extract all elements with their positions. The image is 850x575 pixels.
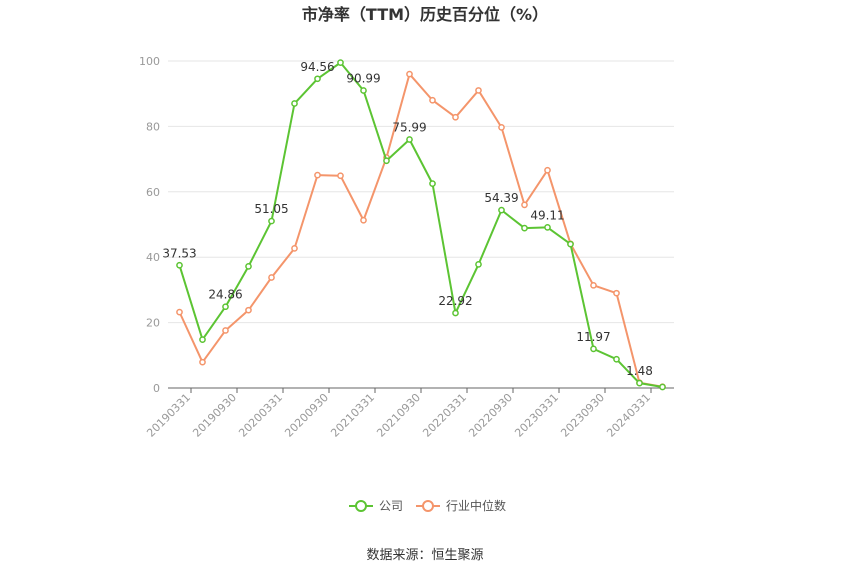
y-axis: 0 20 40 60 80 100 bbox=[139, 55, 160, 395]
data-point-1 bbox=[245, 306, 252, 314]
data-point-1 bbox=[360, 216, 367, 224]
data-point-1 bbox=[613, 289, 620, 297]
data-point-0 bbox=[291, 100, 298, 107]
legend-marker-1 bbox=[422, 500, 434, 512]
data-point-1 bbox=[429, 96, 436, 104]
data-point-0 bbox=[590, 345, 597, 353]
y-tick-label: 80 bbox=[146, 120, 160, 133]
data-point-1 bbox=[521, 201, 528, 209]
data-label: 75.99 bbox=[392, 121, 426, 135]
data-point-0 bbox=[567, 240, 574, 248]
data-point-0 bbox=[383, 157, 390, 165]
x-tick-label: 20200930 bbox=[282, 391, 331, 440]
data-point-1 bbox=[268, 274, 275, 281]
y-tick-label: 20 bbox=[146, 317, 160, 330]
data-point-0 bbox=[659, 383, 666, 391]
data-label: 49.11 bbox=[530, 208, 564, 222]
data-point-1 bbox=[544, 166, 551, 174]
x-tick-label: 20190930 bbox=[190, 391, 239, 440]
x-axis: 2019033120190930202003312020093020210331… bbox=[144, 387, 674, 440]
data-point-1 bbox=[498, 124, 505, 131]
data-label: 22.92 bbox=[438, 294, 472, 308]
data-point-0 bbox=[498, 206, 505, 214]
data-point-0 bbox=[475, 261, 482, 268]
data-point-1 bbox=[199, 358, 206, 366]
data-point-1 bbox=[452, 113, 459, 121]
legend[interactable]: 公司 行业中位数 bbox=[349, 498, 506, 513]
x-tick-label: 20230930 bbox=[558, 391, 607, 440]
x-tick-label: 20210331 bbox=[328, 391, 377, 440]
data-point-0 bbox=[360, 87, 367, 94]
data-point-0 bbox=[521, 224, 528, 232]
data-point-1 bbox=[406, 70, 413, 78]
data-point-1 bbox=[314, 171, 321, 179]
data-point-0 bbox=[314, 75, 321, 83]
data-point-0 bbox=[636, 379, 643, 387]
data-point-0 bbox=[544, 224, 551, 231]
y-tick-label: 40 bbox=[146, 251, 160, 264]
data-point-0 bbox=[222, 303, 229, 311]
data-label: 51.05 bbox=[254, 202, 288, 216]
data-source-note: 数据来源：恒生聚源 bbox=[366, 548, 483, 563]
data-point-1 bbox=[590, 281, 597, 289]
y-tick-label: 0 bbox=[153, 382, 160, 395]
data-point-0 bbox=[199, 336, 206, 343]
x-tick-label: 20200331 bbox=[236, 391, 285, 440]
grid-lines bbox=[168, 60, 674, 324]
data-point-0 bbox=[406, 136, 413, 143]
series-layer: 37.53 24.86 51.05 94.56 90.99 75.99 22.92 54.39… bbox=[162, 59, 666, 391]
data-point-1 bbox=[176, 308, 183, 316]
data-point-0 bbox=[337, 59, 344, 66]
data-label: 90.99 bbox=[346, 71, 380, 85]
chart-title: 市净率（TTM）历史百分位（%） bbox=[302, 5, 548, 24]
data-point-1 bbox=[475, 87, 482, 94]
series-line-0 bbox=[178, 61, 663, 389]
x-tick-label: 20240331 bbox=[604, 391, 653, 440]
legend-label: 公司 bbox=[379, 499, 403, 513]
data-label: 54.39 bbox=[484, 191, 518, 205]
data-point-1 bbox=[291, 245, 298, 252]
legend-label: 行业中位数 bbox=[446, 498, 506, 513]
series-line-1 bbox=[178, 73, 663, 388]
x-tick-label: 20210930 bbox=[374, 391, 423, 440]
y-tick-label: 60 bbox=[146, 186, 160, 199]
data-point-0 bbox=[176, 261, 183, 269]
legend-marker-0 bbox=[355, 500, 367, 512]
data-label: 94.56 bbox=[300, 60, 334, 74]
data-point-1 bbox=[222, 327, 229, 334]
y-tick-label: 100 bbox=[139, 55, 160, 68]
data-label: 1.48 bbox=[626, 364, 653, 378]
data-point-0 bbox=[452, 309, 459, 317]
data-point-0 bbox=[613, 355, 620, 363]
data-point-1 bbox=[337, 172, 344, 180]
x-tick-label: 20230331 bbox=[512, 391, 561, 440]
data-label: 11.97 bbox=[576, 330, 610, 344]
data-label: 24.86 bbox=[208, 288, 242, 302]
data-point-0 bbox=[268, 217, 275, 225]
x-tick-label: 20220930 bbox=[466, 391, 515, 440]
x-tick-label: 20190331 bbox=[144, 391, 193, 440]
data-label: 37.53 bbox=[162, 246, 196, 260]
data-point-0 bbox=[429, 180, 436, 187]
data-point-0 bbox=[245, 263, 252, 270]
x-tick-label: 20220331 bbox=[420, 391, 469, 440]
